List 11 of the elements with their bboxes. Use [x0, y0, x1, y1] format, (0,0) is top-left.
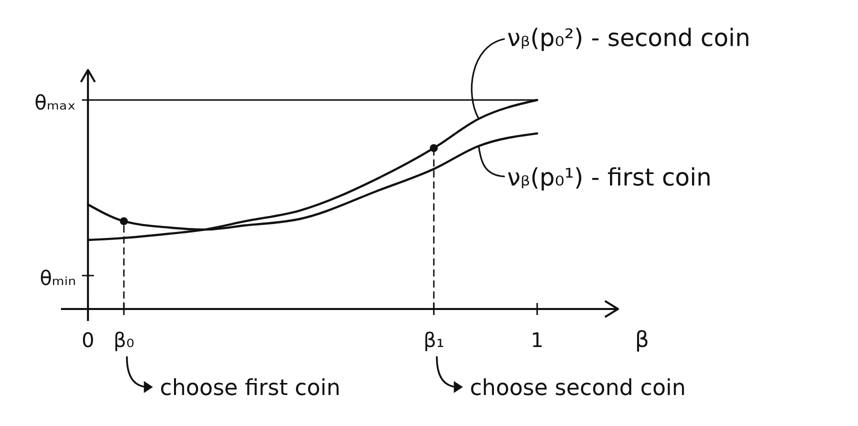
x-axis-title: β — [634, 328, 650, 353]
legend-label: νᵦ(p₀¹) - first coin — [507, 163, 712, 192]
text: choose first coin — [160, 376, 340, 401]
x-tick-label: 0 — [82, 328, 94, 352]
ref-line-label: θₘᵢₙ — [40, 266, 76, 290]
text: νᵦ(p₀²) - second coin — [507, 24, 750, 52]
ref-line-label: θₘₐₓ — [34, 90, 76, 114]
x-tick-label: 1 — [530, 328, 544, 352]
x-tick-label: β₀ — [113, 328, 134, 352]
x-tick-label: β₁ — [423, 328, 444, 352]
text: choose second coin — [470, 376, 686, 401]
